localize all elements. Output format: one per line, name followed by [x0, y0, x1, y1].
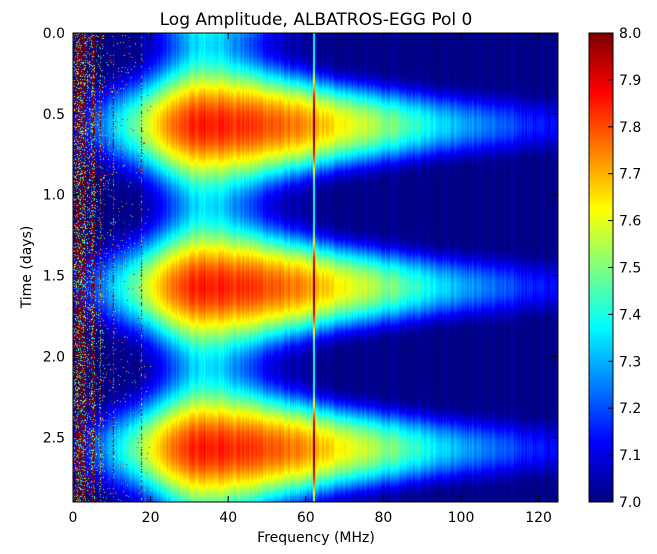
x-tick-label: 0 — [69, 510, 78, 526]
colorbar: 7.0 7.1 7.2 7.3 7.4 7.5 7.6 7.7 7.8 7.9 8.0 — [588, 26, 641, 511]
colorbar-tick-label: 7.3 — [619, 354, 641, 370]
y-tick-label: 2.0 — [43, 349, 65, 365]
y-tick-label: 1.0 — [43, 188, 65, 204]
y-tick-label: 0.0 — [43, 26, 65, 42]
x-axis-ticks: 0 20 40 60 80 100 120 — [69, 33, 552, 526]
x-tick-label: 40 — [219, 510, 237, 526]
x-tick-label: 60 — [297, 510, 315, 526]
colorbar-tick-label: 7.9 — [619, 73, 641, 89]
y-tick-label: 0.5 — [43, 107, 65, 123]
x-tick-label: 120 — [525, 510, 552, 526]
colorbar-ticks: 7.0 7.1 7.2 7.3 7.4 7.5 7.6 7.7 7.8 7.9 8.0 — [608, 26, 641, 511]
colorbar-tick-label: 7.1 — [619, 448, 641, 464]
y-tick-label: 1.5 — [43, 269, 65, 285]
colorbar-tick-label: 7.0 — [619, 495, 641, 511]
colorbar-tick-label: 7.2 — [619, 401, 641, 417]
y-axis-label: Time (days) — [19, 226, 35, 310]
x-tick-label: 100 — [448, 510, 475, 526]
colorbar-tick-label: 7.5 — [619, 261, 641, 277]
colorbar-tick-label: 8.0 — [619, 26, 641, 42]
colorbar-tick-label: 7.6 — [619, 214, 641, 230]
colorbar-tick-label: 7.8 — [619, 120, 641, 136]
x-tick-label: 20 — [142, 510, 160, 526]
heatmap-image — [73, 33, 558, 502]
y-axis-ticks: 0.0 0.5 1.0 1.5 2.0 2.5 — [43, 26, 558, 446]
chart-title: Log Amplitude, ALBATROS-EGG Pol 0 — [160, 10, 473, 30]
plot-frame — [72, 32, 559, 503]
colorbar-tick-label: 7.7 — [619, 167, 641, 183]
plot-area: 0 20 40 60 80 100 120 0.0 0.5 1.0 1.5 2.0 2.5 — [43, 26, 559, 526]
colorbar-tick-label: 7.4 — [619, 307, 641, 323]
x-axis-label: Frequency (MHz) — [257, 530, 375, 546]
y-tick-label: 2.5 — [43, 430, 65, 446]
x-tick-label: 80 — [374, 510, 392, 526]
